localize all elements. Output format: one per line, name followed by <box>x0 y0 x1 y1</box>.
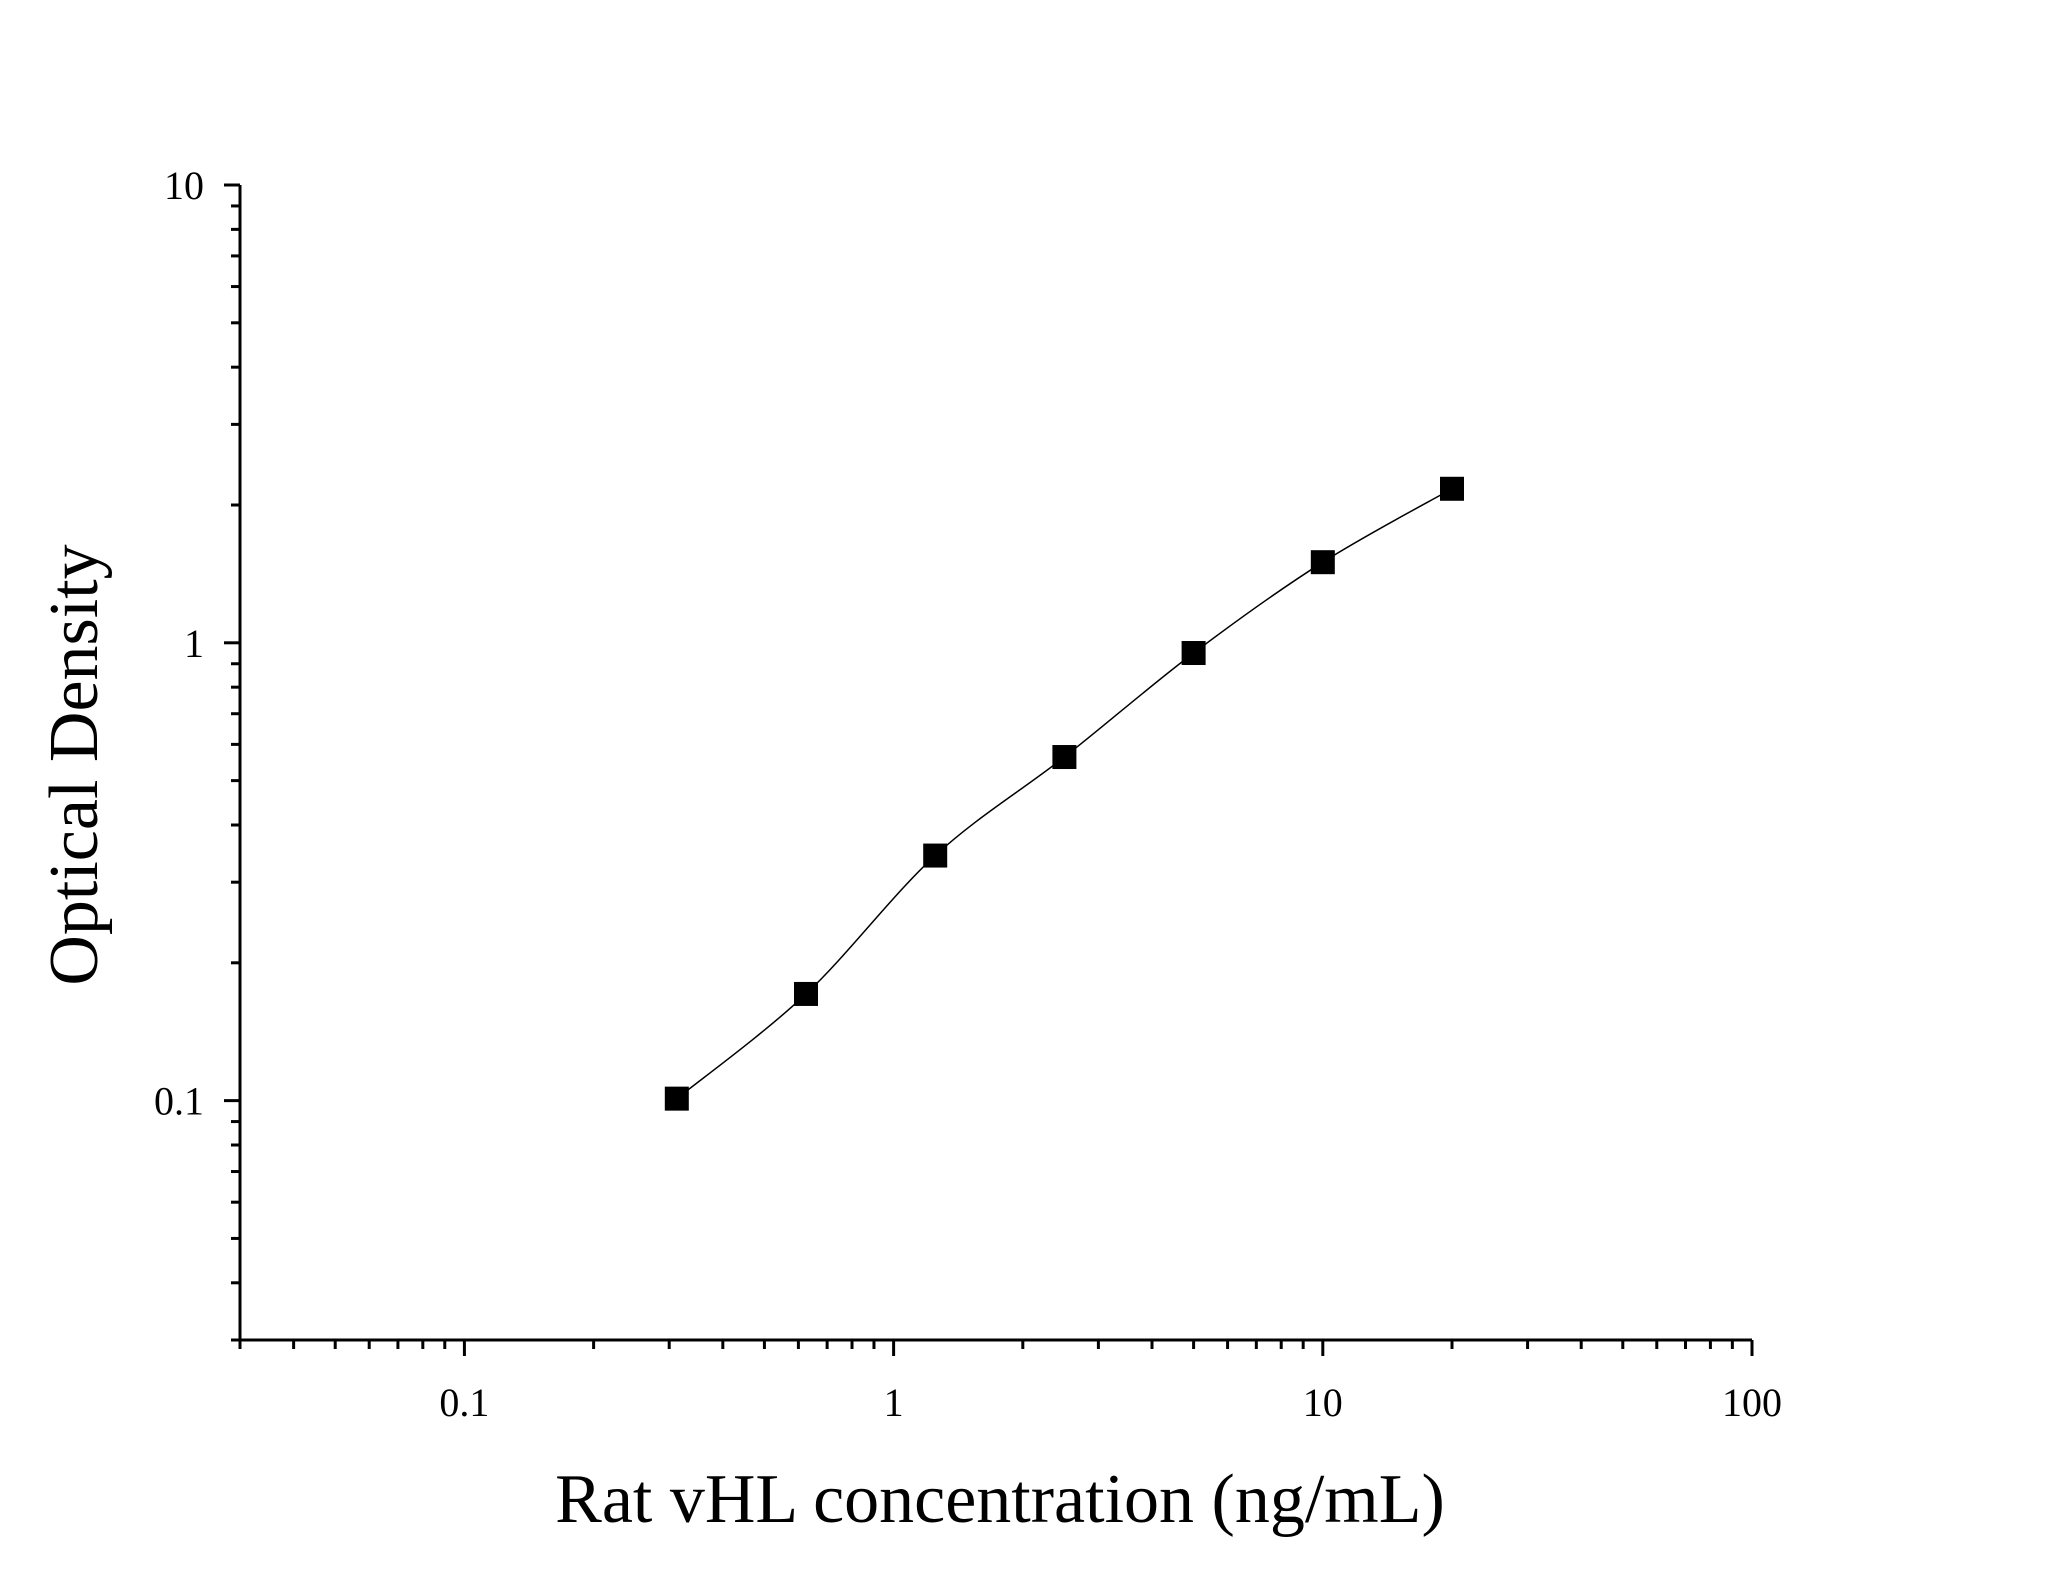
data-point <box>1310 550 1335 575</box>
data-point <box>1052 745 1077 770</box>
y-tick-label: 1 <box>184 621 204 666</box>
data-points <box>664 476 1465 1111</box>
data-point <box>1440 476 1465 501</box>
x-tick-label: 10 <box>1303 1380 1343 1425</box>
data-point <box>923 843 948 868</box>
y-ticks <box>224 183 240 1342</box>
y-tick-label: 10 <box>164 163 204 208</box>
x-tick-label: 0.1 <box>439 1380 489 1425</box>
x-tick-label: 100 <box>1722 1380 1782 1425</box>
x-tick-label: 1 <box>884 1380 904 1425</box>
axes <box>238 185 1752 1342</box>
y-tick-labels: 0.1 1 10 <box>154 163 204 1124</box>
x-ticks <box>238 1340 1754 1356</box>
x-axis-title: Rat vHL concentration (ng/mL) <box>555 1461 1445 1538</box>
data-point <box>1181 641 1206 666</box>
y-axis-title: Optical Density <box>36 544 113 985</box>
data-point <box>664 1086 689 1111</box>
x-tick-labels: 0.1 1 10 100 <box>439 1380 1782 1425</box>
data-point <box>794 981 819 1006</box>
y-tick-label: 0.1 <box>154 1079 204 1124</box>
fit-curve <box>676 488 1453 1100</box>
